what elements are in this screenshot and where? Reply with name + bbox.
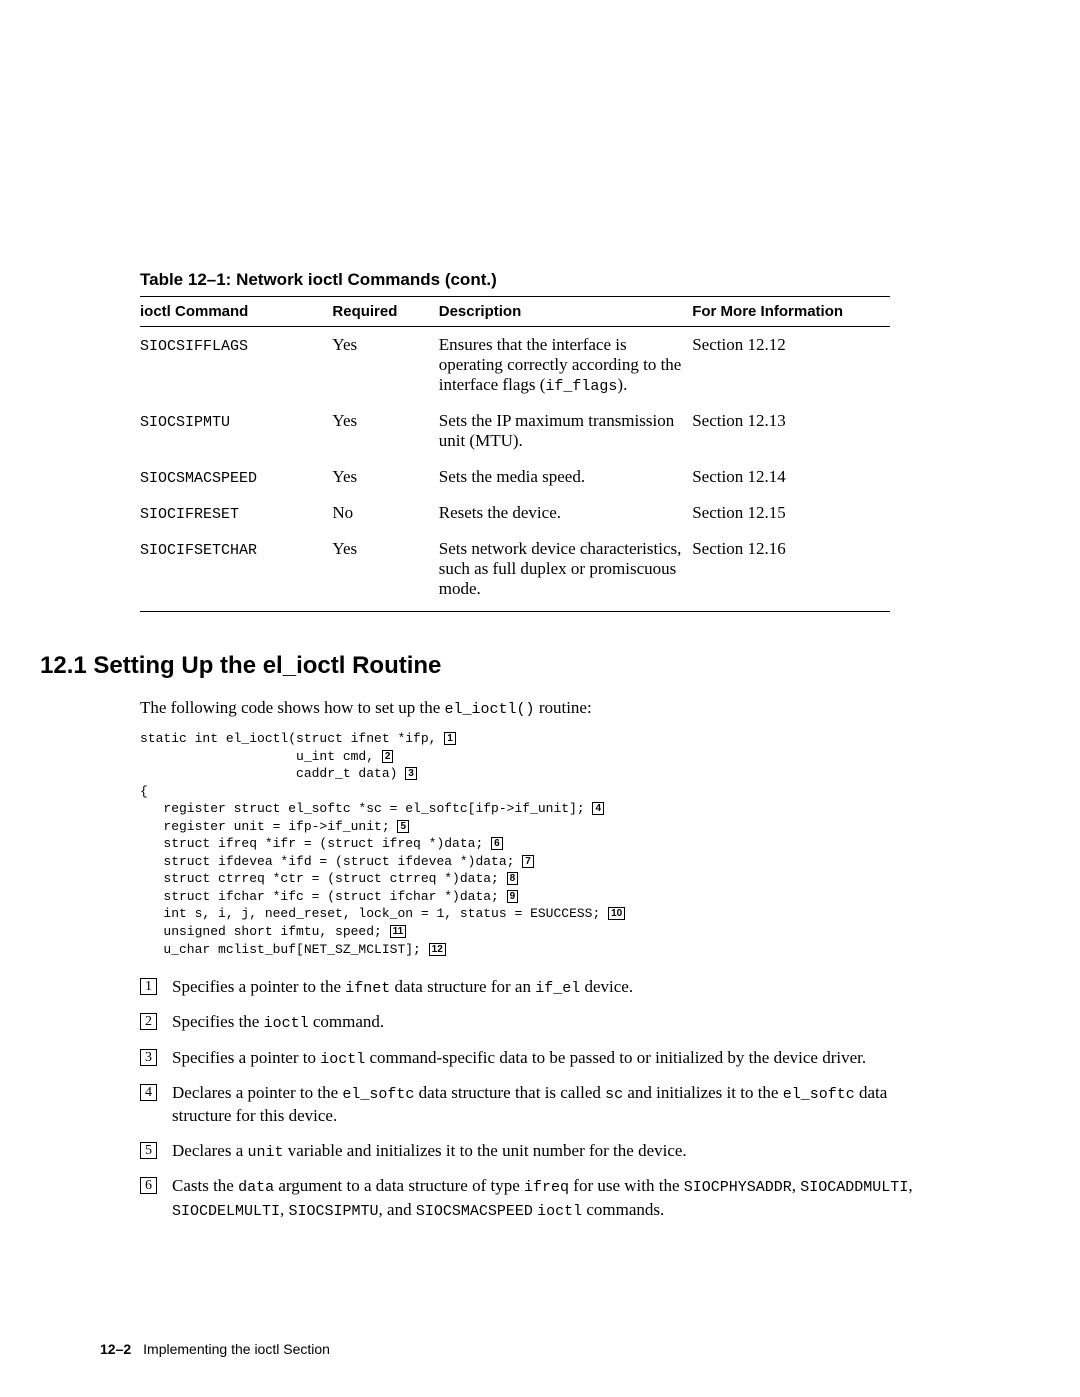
page-number: 12–2	[100, 1341, 131, 1357]
cell-cmd: SIOCSIFFLAGS	[140, 338, 248, 355]
cell-cmd: SIOCIFSETCHAR	[140, 542, 257, 559]
th-command: ioctl Command	[140, 297, 332, 327]
th-required: Required	[332, 297, 438, 327]
cell-info: Section 12.16	[692, 531, 890, 612]
page: Table 12–1: Network ioctl Commands (cont…	[0, 0, 1080, 1397]
cell-info: Section 12.15	[692, 495, 890, 531]
cell-info: Section 12.14	[692, 459, 890, 495]
cell-req: Yes	[332, 531, 438, 612]
cell-req: Yes	[332, 327, 438, 404]
th-info: For More Information	[692, 297, 890, 327]
table-row: SIOCSIFFLAGS Yes Ensures that the interf…	[140, 327, 890, 404]
list-item: 3 Specifies a pointer to ioctl command-s…	[140, 1047, 940, 1070]
cell-cmd: SIOCSMACSPEED	[140, 470, 257, 487]
list-num: 4	[140, 1084, 157, 1101]
cell-req: Yes	[332, 403, 438, 459]
section-heading: 12.1 Setting Up the el_ioctl Routine	[40, 652, 940, 680]
cell-info: Section 12.12	[692, 327, 890, 404]
cell-cmd: SIOCSIPMTU	[140, 414, 230, 431]
table-row: SIOCSMACSPEED Yes Sets the media speed. …	[140, 459, 890, 495]
intro-text: The following code shows how to set up t…	[140, 698, 940, 718]
list-num: 5	[140, 1142, 157, 1159]
footer-text: Implementing the ioctl Section	[143, 1341, 330, 1357]
cell-desc: Sets the media speed.	[439, 459, 692, 495]
table-row: SIOCIFSETCHAR Yes Sets network device ch…	[140, 531, 890, 612]
cell-desc: Sets network device characteristics, suc…	[439, 531, 692, 612]
cell-req: Yes	[332, 459, 438, 495]
list-item: 4 Declares a pointer to the el_softc dat…	[140, 1082, 940, 1128]
list-num: 6	[140, 1177, 157, 1194]
th-description: Description	[439, 297, 692, 327]
notes-list: 1 Specifies a pointer to the ifnet data …	[140, 976, 940, 1222]
cell-req: No	[332, 495, 438, 531]
list-item: 5 Declares a unit variable and initializ…	[140, 1140, 940, 1163]
list-num: 3	[140, 1049, 157, 1066]
cell-desc: Resets the device.	[439, 495, 692, 531]
cell-info: Section 12.13	[692, 403, 890, 459]
table-row: SIOCSIPMTU Yes Sets the IP maximum trans…	[140, 403, 890, 459]
cell-cmd: SIOCIFRESET	[140, 506, 239, 523]
list-item: 1 Specifies a pointer to the ifnet data …	[140, 976, 940, 999]
table-caption: Table 12–1: Network ioctl Commands (cont…	[140, 270, 940, 290]
cell-desc: Sets the IP maximum transmission unit (M…	[439, 403, 692, 459]
list-item: 6 Casts the data argument to a data stru…	[140, 1175, 940, 1222]
ioctl-table: ioctl Command Required Description For M…	[140, 296, 890, 612]
page-footer: 12–2 Implementing the ioctl Section	[100, 1341, 330, 1357]
table-row: SIOCIFRESET No Resets the device. Sectio…	[140, 495, 890, 531]
list-num: 1	[140, 978, 157, 995]
list-num: 2	[140, 1013, 157, 1030]
code-block: static int el_ioctl(struct ifnet *ifp, 1…	[140, 730, 940, 958]
list-item: 2 Specifies the ioctl command.	[140, 1011, 940, 1034]
cell-desc: Ensures that the interface is operating …	[439, 327, 692, 404]
